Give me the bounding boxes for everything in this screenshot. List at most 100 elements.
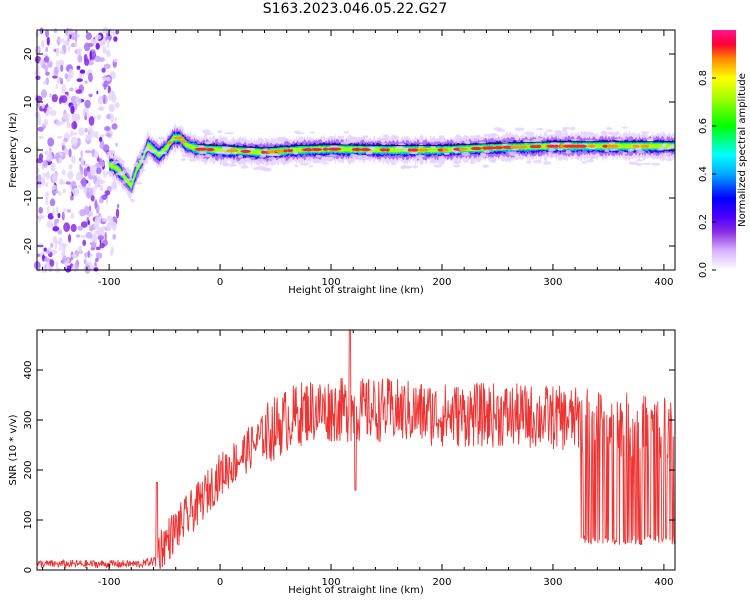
spectrogram-faint-dot (558, 135, 566, 140)
spectrogram-faint-dot (483, 150, 491, 154)
spectrogram-peak-dot (359, 148, 371, 152)
spectrogram-noise-blob (88, 116, 95, 126)
spectrogram-faint-dot (268, 157, 277, 160)
spectrogram-faint-dot (662, 134, 670, 137)
spectrogram-noise-blob (80, 234, 86, 238)
spectrogram-noise-blob (103, 94, 106, 105)
spectrogram-noise-blob (56, 120, 61, 127)
spectrogram-noise-blob (53, 189, 59, 194)
spectrogram-noise-blob (71, 253, 78, 258)
spectrogram-faint-dot (308, 165, 314, 168)
spectrogram-faint-dot (201, 129, 212, 134)
spectrogram-noise-blob (37, 126, 44, 132)
spectrogram-faint-dot (232, 140, 241, 143)
spectrogram-noise-blob (44, 55, 48, 63)
spectrogram-noise-blob (46, 36, 50, 46)
spectrogram-noise-blob (58, 157, 63, 164)
spectrogram-noise-blob (46, 250, 51, 255)
spectrogram-faint-dot (464, 140, 469, 144)
spectrogram-faint-dot (646, 155, 654, 158)
spectrogram-noise-blob (87, 250, 90, 258)
spectrogram-noise-blob (70, 212, 75, 219)
spectrogram-noise-blob (99, 133, 105, 138)
spectrogram-noise-blob (94, 222, 99, 230)
spectrogram-noise-blob (94, 150, 99, 159)
spectrogram-faint-dot (365, 151, 373, 155)
spectrogram-faint-dot (563, 141, 572, 145)
spectrogram-noise-blob (83, 167, 88, 177)
spectrogram-noise-blob (47, 213, 54, 220)
spectrogram-noise-blob (60, 95, 68, 103)
spectrogram-faint-dot (383, 134, 388, 138)
spectrogram-faint-dot (349, 153, 358, 158)
spectrogram-peak-dot (261, 150, 266, 154)
spectrogram-noise-blob (46, 106, 53, 111)
spectrogram-faint-dot (135, 155, 145, 159)
spectrogram-noise-blob (68, 27, 73, 35)
spectrogram-noise-blob (110, 248, 113, 257)
spectrogram-noise-blob (41, 265, 45, 273)
spectrogram-faint-dot (381, 142, 387, 146)
spectrogram-noise-blob (45, 196, 48, 206)
spectrogram-faint-dot (608, 133, 618, 136)
spectrogram-noise-blob (60, 64, 64, 73)
spectrogram-noise-blob (96, 207, 99, 214)
colorbar-ticks: 0.0 0.2 0.4 0.6 0.8 (698, 70, 716, 278)
spectrogram-faint-dot (252, 167, 260, 171)
spectrogram-faint-dot (253, 141, 262, 145)
spectrogram-noise-blob (94, 216, 102, 224)
spectrogram-noise-blob (64, 73, 69, 80)
spectrogram-noise-blob (80, 156, 85, 167)
spectrogram-faint-dot (116, 157, 123, 161)
spectrogram-noise-blob (78, 127, 85, 136)
spectrogram-peak-dot (578, 144, 587, 148)
spectrogram-noise-blob (77, 225, 83, 231)
colorbar-tick-label: 0.6 (698, 118, 709, 134)
spectrogram-faint-dot (482, 164, 490, 168)
spectrogram-faint-dot (488, 133, 498, 137)
spectrogram-faint-dot (469, 160, 476, 164)
spectrogram-ridge (106, 122, 676, 203)
spectrogram-faint-dot (139, 150, 147, 153)
spectrogram-noise-blob (95, 246, 101, 250)
spectrogram-faint-dot (198, 144, 205, 149)
spectrogram-noise-blob (55, 47, 60, 57)
snr-x-ticks: -100 0 100 200 300 400 (42, 330, 673, 588)
spectrogram-noise-blob (56, 78, 61, 84)
spectrogram-noise-blob (83, 185, 88, 195)
spectrogram-noise-blob (76, 172, 80, 181)
spectrogram-noise-blob (52, 226, 60, 232)
spectrogram-noise-blob (72, 187, 80, 197)
snr-series (36, 329, 676, 570)
spectrogram-faint-dot (433, 164, 443, 168)
spectrogram-x-tick-label: 100 (321, 277, 340, 288)
spectrogram-faint-dot (256, 158, 266, 162)
spectrogram-noise-blob (84, 99, 91, 109)
spectrogram-noise-blob (43, 150, 51, 156)
spectrogram-noise-blob (96, 90, 99, 95)
spectrogram-faint-dot (609, 148, 618, 151)
spectrogram-faint-dot (157, 136, 165, 140)
spectrogram-x-ticks: -100 0 100 200 300 400 (42, 30, 673, 288)
spectrogram-noise-blob (68, 45, 71, 52)
spectrogram-noise-blob (51, 184, 57, 191)
spectrogram-peak-dot (167, 141, 173, 145)
spectrogram-faint-dot (500, 158, 505, 162)
spectrogram-faint-dot (222, 137, 228, 140)
spectrogram-faint-dot (542, 161, 552, 165)
spectrogram-noise-blob (40, 40, 45, 48)
spectrogram-faint-dot (350, 138, 361, 143)
spectrogram-faint-dot (550, 142, 560, 146)
spectrogram-noise-blob (57, 59, 65, 67)
spectrogram-faint-dot (570, 138, 580, 141)
spectrogram-noise-blob (84, 80, 88, 84)
spectrogram-faint-dot (640, 131, 650, 134)
spectrogram-noise-blob (42, 160, 48, 168)
spectrogram-faint-dot (454, 150, 459, 154)
spectrogram-noise-blob (88, 93, 93, 98)
spectrogram-faint-dot (561, 127, 572, 130)
spectrogram-faint-dot (634, 147, 642, 151)
snr-y-tick-label: 300 (23, 410, 34, 429)
spectrogram-noise-blob (68, 148, 72, 158)
spectrogram-noise-blob (71, 121, 78, 130)
